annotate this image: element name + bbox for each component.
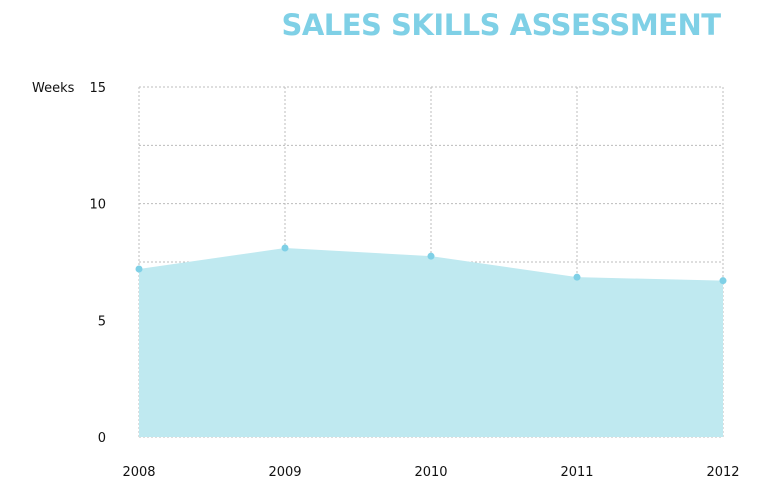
data-point-2011 xyxy=(573,273,581,281)
x-tick-label: 2008 xyxy=(122,465,155,480)
data-point-2010 xyxy=(427,252,435,260)
x-tick-label: 2010 xyxy=(414,465,447,480)
x-tick-label: 2009 xyxy=(268,465,301,480)
x-tick-label: 2012 xyxy=(706,465,739,480)
y-tick-label: 10 xyxy=(89,198,106,213)
data-point-2008 xyxy=(135,265,143,273)
y-tick-label: 5 xyxy=(98,314,106,329)
x-tick-label: 2011 xyxy=(560,465,593,480)
data-point-2009 xyxy=(281,244,289,252)
data-points xyxy=(135,244,727,285)
area-fill xyxy=(139,248,723,437)
data-point-2012 xyxy=(719,277,727,285)
y-axis-ticks: 0 5 10 15 xyxy=(89,81,106,446)
area-series xyxy=(139,248,723,437)
y-tick-label: 15 xyxy=(89,81,106,96)
y-tick-label: 0 xyxy=(98,431,106,446)
y-axis-unit-label: Weeks xyxy=(32,81,75,96)
chart-title: SALES SKILLS ASSESSMENT xyxy=(281,8,721,42)
x-axis-ticks: 2008 2009 2010 2011 2012 xyxy=(122,465,739,480)
